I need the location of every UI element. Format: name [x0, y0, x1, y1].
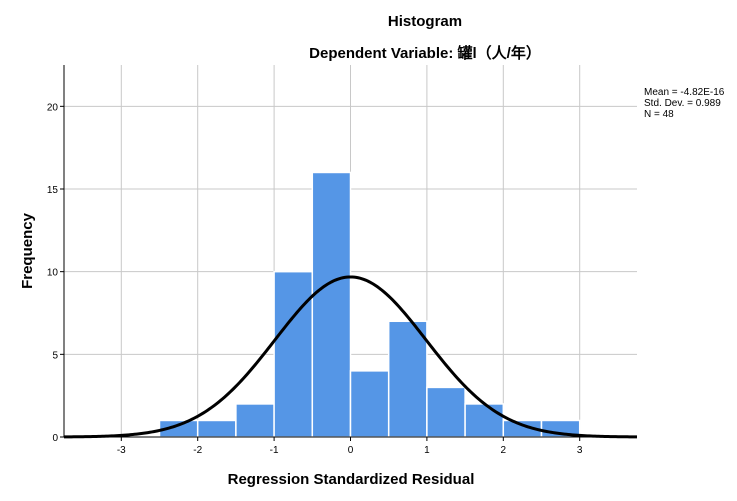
histogram-bar-3 [273, 270, 314, 438]
x-tick-label-3: 0 [348, 445, 354, 456]
chart-subtitle: Dependent Variable: 罐l（人/年） [309, 44, 541, 62]
histogram-bar-1 [196, 419, 237, 438]
stat-mean: Mean = -4.82E-16 [644, 87, 725, 98]
histogram-bar-4 [311, 171, 352, 438]
stat-n: N = 48 [644, 109, 674, 120]
x-tick-label-1: -2 [193, 445, 202, 456]
histogram-bar-8 [464, 403, 505, 438]
tick-labels: -3 -2 -1 0 1 2 3 0 5 10 15 20 [47, 102, 583, 456]
histogram-bar-6 [387, 320, 428, 438]
histogram-bar-2 [235, 403, 275, 438]
histogram-bar-7 [426, 386, 466, 438]
x-tick-label-5: 2 [501, 445, 507, 456]
y-axis-title: Frequency [19, 212, 36, 289]
y-tick-label-2: 10 [47, 268, 59, 279]
chart-title: Histogram [388, 13, 462, 30]
bars [158, 171, 581, 438]
y-tick-label-0: 0 [52, 433, 58, 444]
histogram-bar-5 [349, 370, 390, 438]
normal-curve [63, 275, 638, 439]
stats-box: Mean = -4.82E-16 Std. Dev. = 0.989 N = 4… [644, 87, 725, 120]
x-axis-title: Regression Standardized Residual [228, 471, 475, 488]
x-tick-label-6: 3 [577, 445, 583, 456]
y-tick-label-1: 5 [52, 350, 58, 361]
axes [60, 65, 637, 441]
y-tick-label-4: 20 [47, 102, 59, 113]
y-tick-label-3: 15 [47, 185, 59, 196]
x-tick-label-4: 1 [424, 445, 430, 456]
stat-std-dev: Std. Dev. = 0.989 [644, 98, 721, 109]
x-tick-label-0: -3 [117, 445, 126, 456]
x-tick-label-2: -1 [270, 445, 279, 456]
